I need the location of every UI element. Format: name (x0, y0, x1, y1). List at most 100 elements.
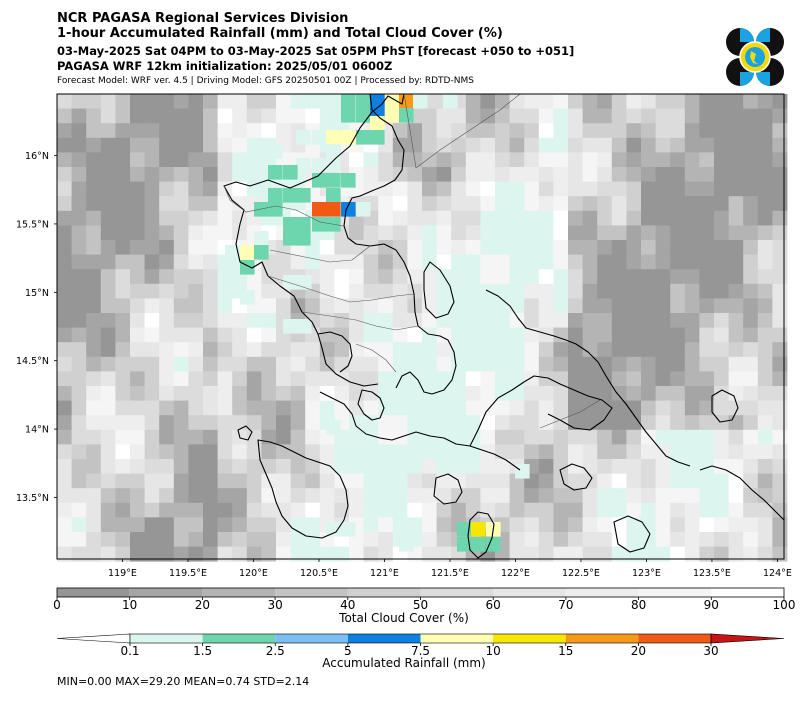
cloud-cell (173, 269, 189, 285)
cloud-cell (422, 269, 437, 285)
cloud-cell (568, 225, 583, 241)
rain-cell (326, 158, 341, 173)
cloud-cell (159, 108, 175, 124)
cloud-cell (699, 473, 715, 489)
cloud-cell (188, 167, 204, 182)
cloud-cell (670, 546, 686, 562)
cloud-cell (392, 225, 408, 241)
cloud-cell (626, 473, 642, 489)
cloud-cell (363, 283, 379, 299)
cloud-cell (422, 459, 437, 474)
cloud-cell (407, 313, 423, 328)
cloud-cell (641, 269, 656, 285)
cloud-cell (743, 225, 759, 241)
cloud-cell (451, 210, 467, 226)
cloud-cell (611, 502, 627, 518)
cloud-cell (743, 210, 759, 226)
cloud-cell (144, 152, 160, 168)
cloud-cell (757, 254, 773, 270)
cloud-cell (115, 342, 131, 358)
cloud-cell (173, 327, 189, 343)
cloud-cell (655, 137, 671, 153)
cloud-cell (538, 108, 554, 124)
cloud-cell (392, 415, 408, 431)
cloud-cell (684, 386, 700, 401)
cloud-cell (436, 283, 452, 299)
cloud-cell (71, 181, 87, 197)
coastline-luzon-north (343, 93, 419, 327)
cloud-cell (305, 532, 321, 547)
cloud-cell (422, 240, 437, 255)
cloud-cell (728, 546, 744, 562)
cloud-cell (480, 400, 496, 416)
cloud-cell (582, 488, 598, 504)
cloud-cell (538, 123, 554, 139)
cloud-cell (349, 386, 364, 401)
cloud-cell (451, 152, 467, 168)
cloud-cell (436, 298, 452, 314)
cloud-cell (684, 546, 700, 562)
coastline-laguna-lake (357, 389, 385, 421)
cloud-cell (422, 532, 437, 547)
cloud-cell (524, 502, 540, 518)
cloud-cell (422, 488, 437, 504)
cloud-cell (684, 342, 700, 358)
cloud-cell (392, 283, 408, 299)
cloud-cell (188, 108, 204, 124)
cloud-cell (188, 196, 204, 212)
cloud-cell (641, 152, 656, 168)
cloud-cell (611, 532, 627, 547)
cloud-cell (422, 167, 437, 182)
rain-cell (356, 108, 371, 123)
cloud-cell (684, 225, 700, 241)
cloud-cell (57, 517, 72, 533)
cloud-cell (465, 240, 481, 255)
cloud-cell (626, 444, 642, 460)
cloud-cell (392, 327, 408, 343)
cloud-cell (597, 152, 613, 168)
cloud-cell (626, 371, 642, 387)
cloud-cell (188, 546, 204, 562)
cloud-cell (188, 473, 204, 489)
cloud-cell (422, 429, 437, 445)
cloud-cell (217, 269, 233, 285)
cloud-cell (246, 517, 262, 533)
cloud-cell (714, 167, 729, 182)
cloud-cell (86, 167, 102, 182)
cloud-cell (553, 444, 569, 460)
cloud-colorbar-segment (129, 588, 203, 597)
cloud-cell (188, 283, 204, 299)
cloud-cell (130, 181, 145, 197)
boundary-line-3 (269, 245, 371, 263)
lon-tick-label: 124°E (763, 568, 792, 579)
cloud-cell (203, 225, 218, 241)
cloud-cell (363, 473, 379, 489)
cloud-cell (203, 546, 218, 562)
cloud-cell (130, 371, 145, 387)
cloud-cell (626, 532, 642, 547)
cloud-cell (203, 123, 218, 139)
cloud-cell (714, 108, 729, 124)
cloud-cell (495, 327, 510, 343)
cloud-cell (611, 400, 627, 416)
lat-tick-label: 15.5°N (16, 219, 49, 230)
cloud-cell (349, 313, 364, 328)
cloud-cell (378, 415, 394, 431)
cloud-cell (465, 283, 481, 299)
cloud-cell (699, 181, 715, 197)
cloud-cell (378, 298, 394, 314)
cloud-cell (173, 400, 189, 416)
cloud-cell (188, 532, 204, 547)
cloud-cell (173, 415, 189, 431)
cloud-cell (655, 313, 671, 328)
cloud-cell (261, 517, 277, 533)
cloud-cell (159, 371, 175, 387)
cloud-cell (203, 371, 218, 387)
cloud-cell (319, 298, 335, 314)
cloud-cell (57, 342, 72, 358)
cloud-cell (728, 502, 744, 518)
cloud-cell (319, 269, 335, 285)
lon-tick-label: 123°E (632, 568, 661, 579)
cloud-cell (334, 269, 350, 285)
cloud-cell (772, 400, 788, 416)
